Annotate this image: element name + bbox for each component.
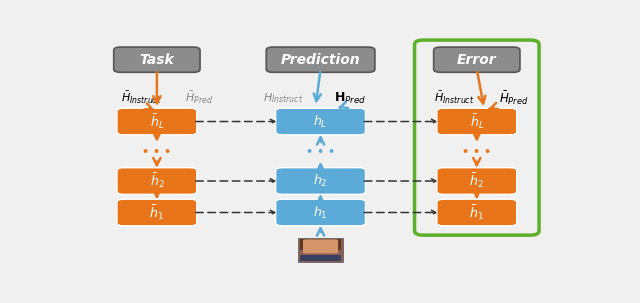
Text: $\bar{h}_L$: $\bar{h}_L$ [470,112,484,131]
Text: Task: Task [140,53,174,67]
Text: • • •: • • • [306,147,335,157]
Text: $\bar{H}_{Pred}$: $\bar{H}_{Pred}$ [185,90,213,106]
Text: $\bar{h}_1$: $\bar{h}_1$ [469,203,484,222]
Text: $\bar{h}_2$: $\bar{h}_2$ [150,172,164,190]
FancyBboxPatch shape [300,255,340,261]
FancyBboxPatch shape [303,239,338,253]
FancyBboxPatch shape [117,199,197,226]
FancyBboxPatch shape [276,108,365,135]
FancyBboxPatch shape [298,238,342,262]
Text: • • •: • • • [462,147,492,157]
FancyBboxPatch shape [276,199,365,226]
Text: $\bar{H}_{Pred}$: $\bar{H}_{Pred}$ [499,89,529,107]
Text: $\bar{h}_L$: $\bar{h}_L$ [150,112,164,131]
Text: $\bar{H}_{Instruct}$: $\bar{H}_{Instruct}$ [434,90,475,106]
Text: $H_{Instruct}$: $H_{Instruct}$ [263,91,303,105]
Text: • • •: • • • [142,147,172,157]
FancyBboxPatch shape [117,168,197,194]
FancyBboxPatch shape [434,47,520,72]
Text: $\bar{H}_{Instruct}$: $\bar{H}_{Instruct}$ [121,90,161,106]
Text: $\bar{h}_2$: $\bar{h}_2$ [470,172,484,190]
FancyBboxPatch shape [266,47,375,72]
Text: $h_2$: $h_2$ [314,173,328,189]
FancyBboxPatch shape [437,199,516,226]
Text: $\bar{h}_1$: $\bar{h}_1$ [150,203,164,222]
Text: Prediction: Prediction [281,53,360,67]
Text: $\mathbf{H}_{Pred}$: $\mathbf{H}_{Pred}$ [334,91,367,106]
FancyBboxPatch shape [276,168,365,194]
FancyBboxPatch shape [114,47,200,72]
FancyBboxPatch shape [437,168,516,194]
FancyBboxPatch shape [300,239,340,250]
Text: $h_L$: $h_L$ [314,113,328,130]
Text: Error: Error [457,53,497,67]
Text: $h_1$: $h_1$ [313,205,328,221]
FancyBboxPatch shape [437,108,516,135]
FancyBboxPatch shape [117,108,197,135]
